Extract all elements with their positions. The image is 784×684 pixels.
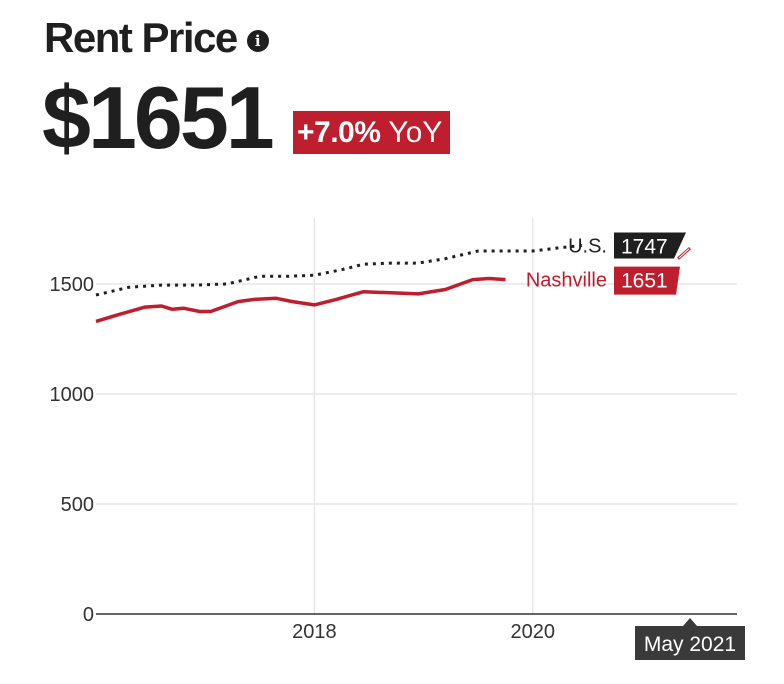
nashville-series-line — [95, 276, 506, 324]
y-tick-label: 1500 — [50, 274, 95, 296]
yoy-badge: +7.0% YoY — [293, 111, 451, 154]
y-tick-label: 1000 — [50, 384, 95, 406]
info-icon[interactable]: i — [246, 30, 269, 52]
date-tooltip-pointer — [683, 618, 697, 626]
y-tick-label: 0 — [83, 604, 94, 626]
x-tick-label: 2020 — [511, 621, 556, 643]
nashville-value-badge — [614, 266, 680, 295]
nashville-series-name: Nashville — [526, 270, 607, 292]
title-row: Rent Price i — [44, 12, 269, 64]
yoy-change: +7.0% — [297, 116, 381, 149]
nashville-current-marker-highlight — [678, 248, 690, 259]
nashville-value-label: 1651 — [621, 270, 668, 293]
us-series-name: U.S. — [568, 236, 607, 258]
us-series-line — [95, 244, 583, 297]
us-value-label: 1747 — [621, 236, 668, 259]
x-tick-label: 2018 — [292, 621, 337, 643]
current-price: $1651 — [42, 68, 275, 167]
date-tooltip-box — [635, 626, 745, 660]
us-value-badge — [614, 232, 686, 259]
y-tick-label: 500 — [61, 494, 94, 516]
date-tooltip-label: May 2021 — [644, 633, 736, 656]
yoy-label: YoY — [388, 116, 443, 149]
page-title: Rent Price — [44, 14, 238, 61]
